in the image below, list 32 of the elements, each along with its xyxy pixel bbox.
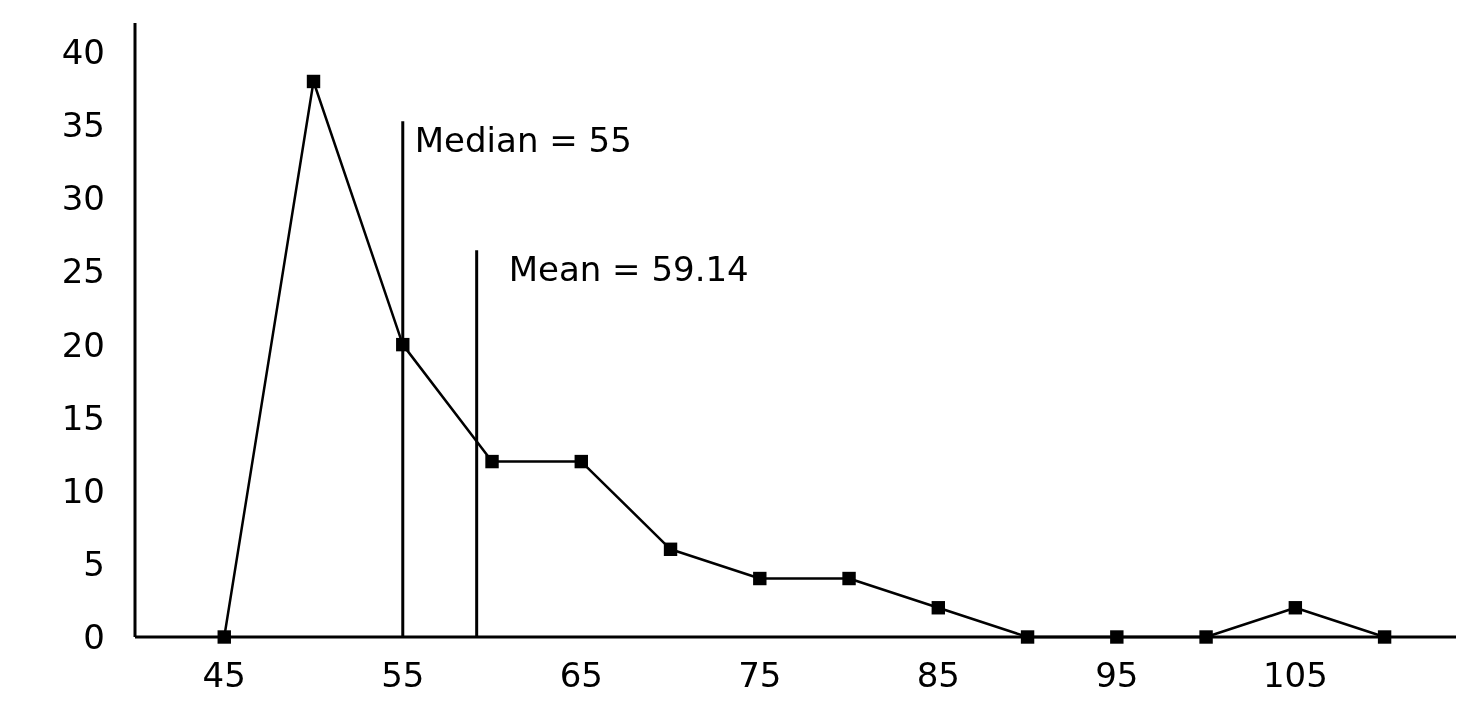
- point: [1020, 630, 1035, 644]
- x-tick-label: 95: [1095, 655, 1139, 695]
- x-tick-label: 55: [381, 655, 425, 695]
- y-tick-label: 30: [61, 178, 105, 219]
- point: [931, 601, 946, 615]
- point: [1377, 630, 1392, 644]
- point: [753, 571, 767, 586]
- ref-line-label: Mean = 59.14: [508, 248, 749, 289]
- point: [574, 454, 588, 469]
- point: [1199, 630, 1213, 644]
- y-tick-label: 0: [83, 616, 105, 657]
- y-tick-label: 5: [83, 543, 105, 584]
- y-tick-label: 40: [61, 32, 105, 73]
- x-tick-label: 75: [738, 655, 782, 695]
- ref-line-label: Median = 55: [414, 119, 632, 160]
- point: [396, 337, 410, 352]
- y-tick-label: 15: [61, 397, 105, 438]
- point: [1288, 601, 1303, 615]
- point: [217, 630, 231, 644]
- y-tick-label: 25: [61, 251, 105, 292]
- point: [842, 571, 856, 586]
- point: [485, 454, 499, 469]
- point: [663, 542, 678, 556]
- x-tick-label: 105: [1262, 655, 1328, 695]
- x-tick-label: 85: [916, 655, 960, 695]
- point: [1110, 630, 1124, 644]
- point: [306, 74, 321, 89]
- y-tick-label: 35: [61, 105, 105, 146]
- y-tick-label: 10: [61, 470, 105, 511]
- x-tick-label: 65: [559, 655, 603, 695]
- x-tick-label: 45: [202, 655, 246, 695]
- y-tick-label: 20: [61, 324, 105, 365]
